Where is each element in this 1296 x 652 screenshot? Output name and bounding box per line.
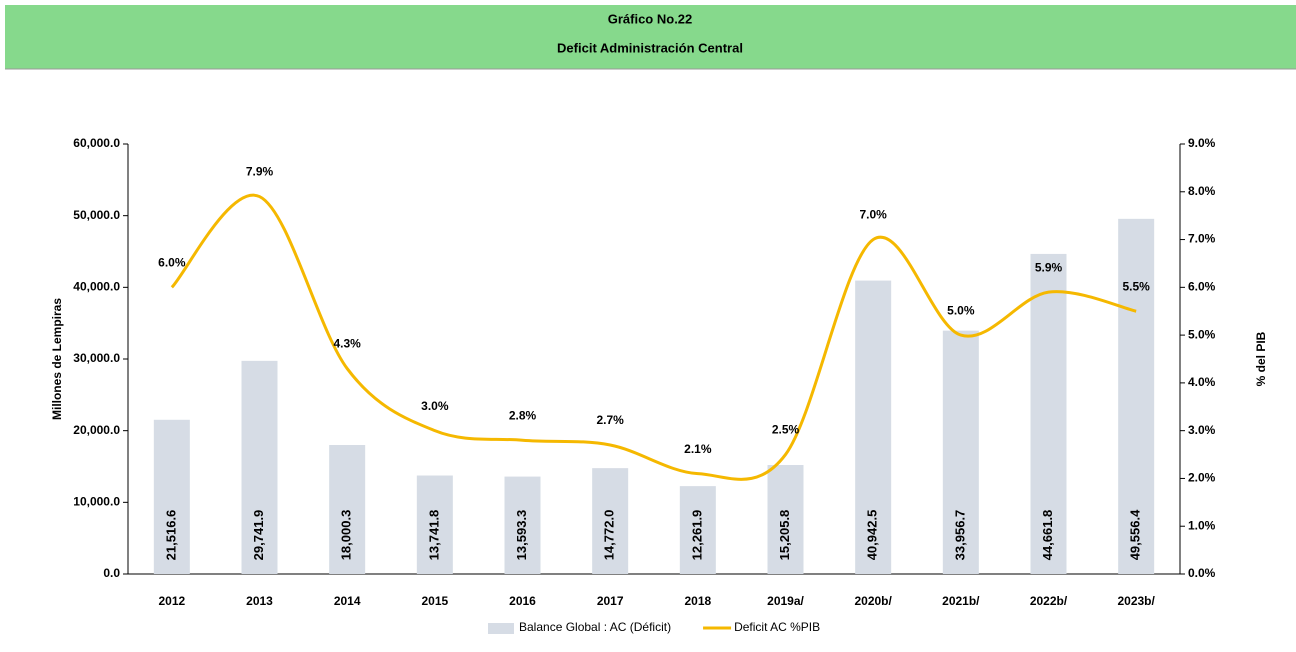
- y-axis-label: Millones de Lempiras: [50, 298, 64, 420]
- chart-title: Gráfico No.22: [608, 11, 693, 26]
- line-value-label: 5.5%: [1122, 279, 1150, 293]
- x-tick-label: 2012: [158, 594, 185, 608]
- x-tick-label: 2013: [246, 594, 273, 608]
- bar-value-label: 18,000.3: [339, 510, 354, 561]
- y2-tick-label: 2.0%: [1188, 471, 1216, 485]
- y2-tick-label: 1.0%: [1188, 518, 1216, 532]
- x-tick-label: 2021b/: [942, 594, 980, 608]
- line: [170, 193, 1137, 481]
- line-value-label: 4.3%: [333, 337, 361, 351]
- bar: [153, 419, 190, 574]
- bar: [329, 444, 366, 574]
- bar-value-label: 44,661.8: [1040, 510, 1055, 561]
- bar: [942, 330, 979, 574]
- x-tick-label: 2020b/: [854, 594, 892, 608]
- bar-value-label: 21,516.6: [163, 510, 178, 561]
- bar: [416, 475, 453, 574]
- legend-label: Deficit AC %PIB: [734, 620, 820, 634]
- bar: [679, 486, 716, 574]
- y-tick-label: 10,000.0: [73, 495, 120, 509]
- x-tick-label: 2014: [334, 594, 361, 608]
- bar-value-label: 33,956.7: [952, 510, 967, 561]
- y-tick-label: 30,000.0: [73, 351, 120, 365]
- line-value-label: 2.1%: [684, 442, 712, 456]
- line-value-label: 6.0%: [158, 256, 186, 270]
- bar-value-label: 14,772.0: [602, 510, 617, 561]
- y2-tick-label: 3.0%: [1188, 423, 1216, 437]
- line-value-label: 5.0%: [947, 303, 975, 317]
- bar-value-label: 13,741.8: [426, 510, 441, 561]
- line-value-label: 5.9%: [1035, 260, 1063, 274]
- bar-value-label: 29,741.9: [251, 510, 266, 561]
- line-value-label: 3.0%: [421, 399, 449, 413]
- y2-tick-label: 4.0%: [1188, 375, 1216, 389]
- bar: [767, 465, 804, 574]
- bar-value-label: 49,556.4: [1128, 509, 1143, 560]
- bar-value-label: 12,261.9: [689, 510, 704, 561]
- bar: [1118, 218, 1155, 574]
- x-tick-label: 2022b/: [1030, 594, 1068, 608]
- bar: [241, 360, 278, 574]
- y-tick-label: 20,000.0: [73, 423, 120, 437]
- chart-subtitle: Deficit Administración Central: [557, 40, 743, 55]
- y2-tick-label: 5.0%: [1188, 327, 1216, 341]
- legend-swatch: [488, 623, 514, 634]
- x-tick-label: 2015: [421, 594, 448, 608]
- bar: [855, 280, 892, 574]
- x-tick-label: 2019a/: [767, 594, 804, 608]
- bar-value-label: 15,205.8: [777, 510, 792, 561]
- line-value-label: 2.8%: [509, 408, 537, 422]
- y2-tick-label: 8.0%: [1188, 184, 1216, 198]
- y2-tick-label: 9.0%: [1188, 136, 1216, 150]
- y2-tick-label: 6.0%: [1188, 280, 1216, 294]
- legend-label: Balance Global : AC (Déficit): [519, 620, 671, 634]
- bar-value-label: 13,593.3: [514, 510, 529, 561]
- x-tick-label: 2017: [597, 594, 624, 608]
- x-tick-label: 2023b/: [1117, 594, 1155, 608]
- x-tick-label: 2018: [684, 594, 711, 608]
- x-tick-label: 2016: [509, 594, 536, 608]
- y2-tick-label: 7.0%: [1188, 232, 1216, 246]
- y2-axis-label: % del PIB: [1254, 331, 1268, 386]
- y-tick-label: 50,000.0: [73, 208, 120, 222]
- y-tick-label: 40,000.0: [73, 280, 120, 294]
- line-value-label: 2.7%: [596, 413, 624, 427]
- y2-tick-label: 0.0%: [1188, 566, 1216, 580]
- bar-value-label: 40,942.5: [865, 510, 880, 561]
- bar: [1030, 253, 1067, 574]
- bar: [592, 468, 629, 574]
- line-value-label: 7.9%: [246, 165, 274, 179]
- line-value-label: 2.5%: [772, 423, 800, 437]
- y-tick-label: 60,000.0: [73, 136, 120, 150]
- y-tick-label: 0.0: [103, 566, 120, 580]
- line-value-label: 7.0%: [859, 208, 887, 222]
- header-band: [5, 5, 1296, 69]
- bar: [504, 476, 541, 574]
